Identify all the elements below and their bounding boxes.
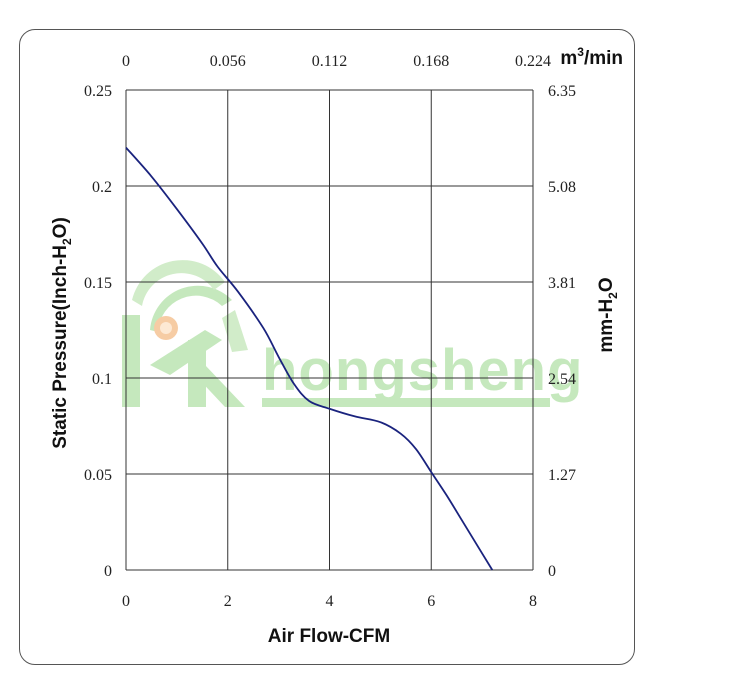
x-tick-label: 6 [427, 593, 435, 610]
grid [125, 89, 534, 571]
y-tick-label: 0.1 [92, 371, 112, 388]
right-axis-title: mm-H2O [596, 277, 620, 352]
top-tick-label: 0.224 [515, 53, 551, 70]
tick-labels: 0 2 4 6 80 0.056 0.112 0.168 0.22400.050.10.150.… [84, 53, 576, 610]
y-axis-title: Static Pressure(Inch-H2O) [50, 217, 74, 449]
top-tick-label: 0.168 [413, 53, 449, 70]
watermark-text: hongsheng [262, 338, 584, 403]
y-tick-label: 0.05 [84, 467, 112, 484]
right-tick-label: 2.54 [548, 371, 576, 388]
top-axis-title: m3/min [560, 45, 623, 69]
x-tick-label: 8 [529, 593, 537, 610]
y-tick-label: 0.15 [84, 275, 112, 292]
x-axis-title: Air Flow-CFM [268, 626, 390, 647]
top-tick-label: 0 [122, 53, 130, 70]
x-tick-label: 0 [122, 593, 130, 610]
watermark-logo: hongsheng [122, 260, 584, 407]
top-tick-label: 0.056 [210, 53, 246, 70]
y-tick-label: 0 [104, 563, 112, 580]
right-tick-label: 6.35 [548, 83, 576, 100]
right-tick-label: 1.27 [548, 467, 576, 484]
fan-logo-icon [122, 260, 248, 407]
right-tick-label: 5.08 [548, 179, 576, 196]
series-layer [125, 147, 494, 571]
top-tick-label: 0.112 [312, 53, 347, 70]
x-tick-label: 2 [224, 593, 232, 610]
pressure-flow-curve [125, 147, 494, 571]
y-tick-label: 0.25 [84, 83, 112, 100]
chart-frame [19, 29, 635, 665]
right-tick-label: 3.81 [548, 275, 576, 292]
x-tick-label: 4 [326, 593, 334, 610]
y-tick-label: 0.2 [92, 179, 112, 196]
right-tick-label: 0 [548, 563, 556, 580]
